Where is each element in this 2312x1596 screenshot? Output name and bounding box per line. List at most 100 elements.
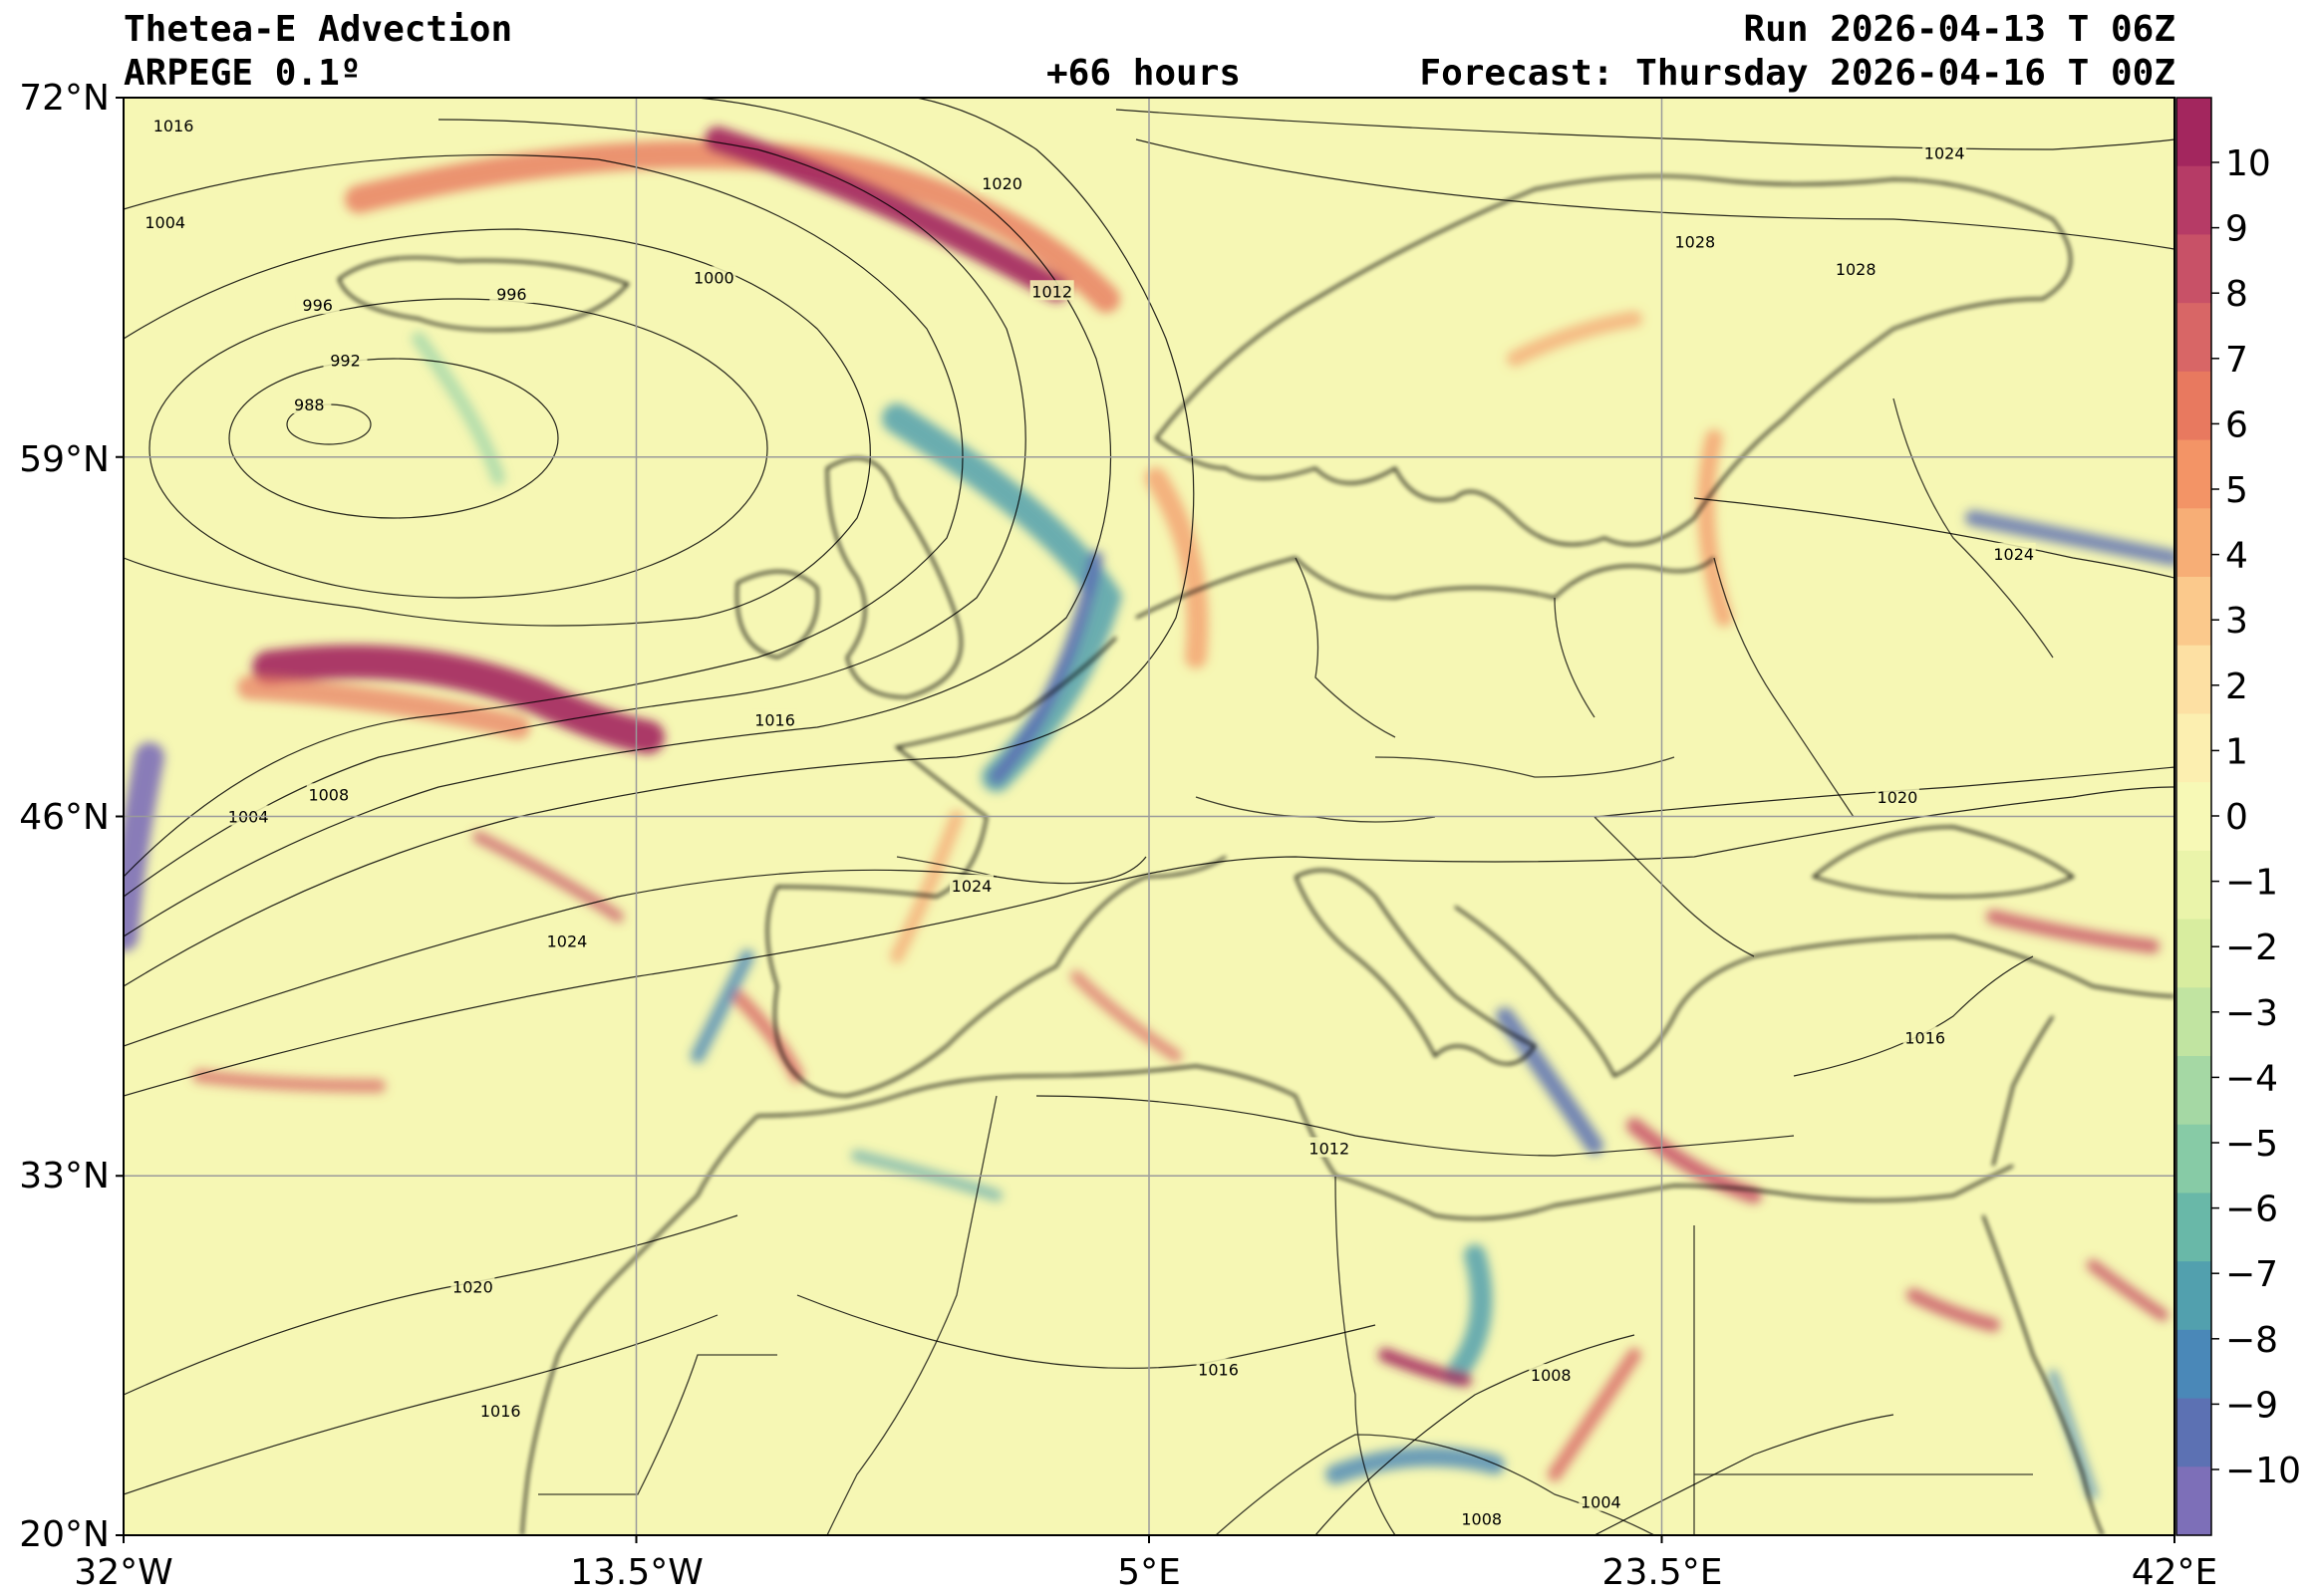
isobar-label-bg bbox=[1529, 1364, 1574, 1385]
colorbar-label: 2 bbox=[2225, 666, 2248, 707]
colorbar-segment bbox=[2176, 439, 2211, 509]
colorbar-label: 9 bbox=[2225, 209, 2248, 250]
isobar-1008 bbox=[124, 119, 1026, 898]
advection-cold-arabia bbox=[2048, 1370, 2098, 1499]
isobar-label-bg bbox=[1902, 1026, 1947, 1047]
advection-warm-spain bbox=[890, 810, 964, 963]
isobar-label: 996 bbox=[302, 296, 333, 315]
isobar-992-closed bbox=[228, 358, 559, 519]
colorbar-segment bbox=[2176, 98, 2211, 167]
isobar-label: 1008 bbox=[1531, 1366, 1572, 1385]
colorbar-label: 8 bbox=[2225, 274, 2248, 315]
advection-warm-black-sea bbox=[1986, 910, 2160, 953]
isobar-label-bg bbox=[980, 172, 1024, 193]
advection-warm-levant bbox=[1906, 1288, 2000, 1332]
colorbar-label: −2 bbox=[2225, 928, 2278, 968]
isobar-label: 1004 bbox=[144, 213, 185, 232]
advection-warm-scandinavia bbox=[1507, 311, 1642, 367]
gridlines bbox=[124, 98, 2174, 1535]
isobar-label: 996 bbox=[496, 285, 527, 304]
isobar-label: 1008 bbox=[1461, 1509, 1502, 1528]
colorbar-label: −9 bbox=[2225, 1385, 2278, 1426]
isobar-label: 1016 bbox=[153, 117, 194, 135]
border-germany bbox=[1295, 557, 1396, 738]
advection-band-atlantic-jet-edge bbox=[237, 675, 530, 739]
colorbar-label: 7 bbox=[2225, 340, 2248, 381]
coast-western-europe bbox=[1135, 556, 1715, 619]
advection-warm-libya bbox=[1378, 1348, 1472, 1387]
advection-cold-iceland bbox=[412, 332, 505, 485]
advection-cold-russia bbox=[1965, 510, 2174, 566]
coast-red-sea bbox=[1981, 1214, 2104, 1535]
isobar-label: 1008 bbox=[308, 785, 349, 804]
border-central-europe bbox=[1374, 756, 1675, 778]
isobar-label: 1000 bbox=[694, 268, 734, 287]
advection-warm-greece bbox=[1626, 1118, 1762, 1203]
colorbar-segment bbox=[2176, 850, 2211, 921]
isobar-label-bg bbox=[544, 930, 589, 950]
isobar-1016-med bbox=[1793, 955, 2034, 1077]
coast-ireland bbox=[735, 570, 819, 660]
lon-tick-label: 5°E bbox=[1117, 1552, 1181, 1593]
lat-tick-label: 59°N bbox=[19, 439, 110, 480]
isobar-label-bg bbox=[1875, 786, 1919, 807]
colorbar-segment bbox=[2176, 1193, 2211, 1262]
advection-cold-libya bbox=[1444, 1244, 1493, 1386]
isobar-label-bg bbox=[478, 1400, 523, 1421]
colorbar-label: 5 bbox=[2225, 470, 2248, 511]
isobar-label-bg bbox=[1922, 141, 1967, 162]
coastlines bbox=[337, 174, 2174, 1535]
model-name: ARPEGE 0.1º bbox=[124, 53, 362, 94]
advection-warm-north-sea bbox=[1145, 467, 1209, 668]
advection-cold-front-uk bbox=[882, 403, 1123, 792]
colorbar-label: −5 bbox=[2225, 1124, 2278, 1165]
isobar-label-bg bbox=[1029, 280, 1074, 301]
lon-tick-label: 42°E bbox=[2132, 1552, 2218, 1593]
isobar-label-bg bbox=[692, 266, 736, 287]
isobar-label-bg bbox=[1459, 1507, 1504, 1528]
isobar-label-bg bbox=[287, 394, 332, 414]
border-russia bbox=[1892, 398, 2054, 659]
lat-tick-label: 46°N bbox=[19, 797, 110, 838]
isobar-label-bg bbox=[1672, 230, 1717, 251]
isobar-1012-med bbox=[1035, 1095, 1795, 1157]
lon-tick-label: 23.5°E bbox=[1602, 1552, 1723, 1593]
advection-warm-atlantic-sw bbox=[192, 1069, 386, 1093]
lead-time: +66 hours bbox=[1046, 53, 1242, 94]
border-poland bbox=[1554, 597, 1595, 718]
colorbar-segment bbox=[2176, 1466, 2211, 1536]
isobar-label: 1020 bbox=[982, 174, 1022, 193]
isobar-labels: 1016 1004 996 996 992 988 1020 1000 1012 1028 1024… bbox=[143, 114, 2036, 1528]
advection-cold-italy bbox=[1496, 1007, 1603, 1155]
colorbar-segment bbox=[2176, 577, 2211, 647]
map-title: Thetea-E Advection bbox=[124, 9, 513, 50]
coast-italy bbox=[1294, 869, 1537, 1066]
coast-black-sea bbox=[1811, 825, 2076, 899]
colorbar-segment bbox=[2176, 165, 2211, 236]
colorbar-label: 1 bbox=[2225, 731, 2248, 772]
advection-shading bbox=[124, 127, 2174, 1499]
border-libya bbox=[1334, 1175, 1396, 1535]
colorbar-segment bbox=[2176, 1124, 2211, 1195]
advection-warm-arabia bbox=[2087, 1259, 2168, 1321]
advection-cold-sahara bbox=[1325, 1447, 1505, 1484]
colorbar-segment bbox=[2176, 1056, 2211, 1126]
isobar-label-bg bbox=[1306, 1137, 1351, 1158]
border-algeria bbox=[826, 1095, 998, 1535]
isobar-label: 1016 bbox=[480, 1402, 521, 1421]
isobar-1024-north bbox=[1115, 109, 2174, 150]
colorbar-segment bbox=[2176, 1329, 2211, 1400]
isobar-label-bg bbox=[323, 349, 368, 370]
isobar-label: 1012 bbox=[1031, 282, 1072, 301]
colorbar-label: −1 bbox=[2225, 863, 2278, 904]
colorbar-label: −7 bbox=[2225, 1254, 2278, 1295]
colorbar-segment bbox=[2176, 508, 2211, 578]
isobar-996-closed bbox=[148, 298, 768, 599]
isobar-1016-sahara bbox=[796, 1294, 1376, 1369]
coast-levant bbox=[1991, 1015, 2054, 1167]
colorbar-label: 3 bbox=[2225, 601, 2248, 642]
axis-ticks bbox=[116, 97, 2175, 1543]
isobar-1016-sw bbox=[124, 1314, 719, 1495]
advection-band-atlantic-jet bbox=[252, 645, 665, 754]
